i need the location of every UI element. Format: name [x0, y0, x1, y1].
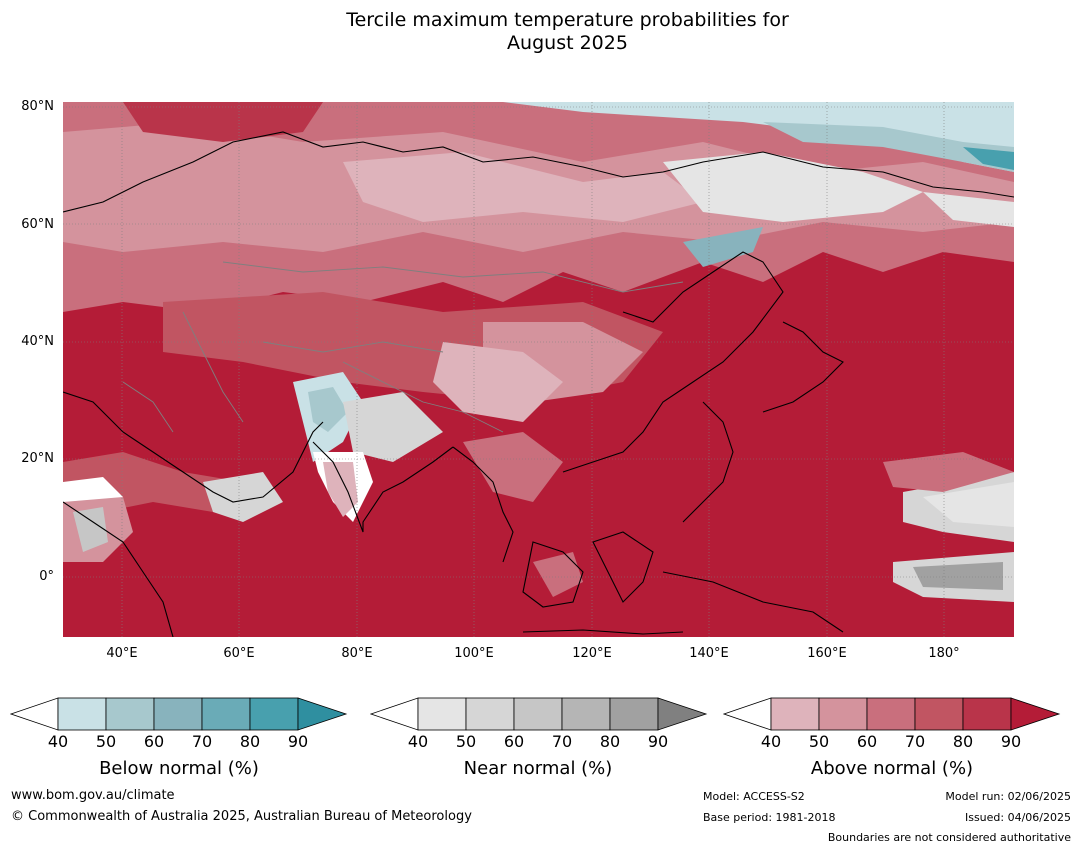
lat-label-0: 0°	[39, 569, 54, 584]
colorbar-extend-low	[10, 697, 59, 731]
lat-label-20n: 20°N	[21, 451, 54, 466]
colorbar-above-normal	[723, 697, 1061, 731]
region-india-near	[343, 392, 443, 462]
colorbar-below-normal	[10, 697, 348, 731]
colorbar-tick-label: 50	[95, 732, 117, 751]
lon-label-140e: 140°E	[689, 646, 729, 661]
colorbar-tick-label: 50	[808, 732, 830, 751]
colorbar-tick-label: 60	[143, 732, 165, 751]
region-nw-russia	[123, 102, 323, 142]
colorbar-extend-high	[657, 697, 708, 731]
region-pacific-near-2b	[913, 562, 1003, 590]
colorbar-segment	[153, 697, 203, 731]
footer-issued: Issued: 04/06/2025	[964, 811, 1071, 824]
footer-base-period: Base period: 1981-2018	[703, 811, 836, 824]
probability-map	[63, 102, 1014, 637]
lon-label-120e: 120°E	[572, 646, 612, 661]
lat-label-60n: 60°N	[21, 217, 54, 232]
map-svg	[63, 102, 1014, 637]
colorbar-segment	[465, 697, 515, 731]
lon-label-80e: 80°E	[341, 646, 373, 661]
footer-model-run: Model run: 02/06/2025	[945, 790, 1071, 803]
colorbar-segment	[105, 697, 155, 731]
colorbar-tick-label: 60	[856, 732, 878, 751]
colorbar-segment	[914, 697, 964, 731]
footer-copyright: © Commonwealth of Australia 2025, Austra…	[11, 809, 472, 824]
lat-label-40n: 40°N	[21, 334, 54, 349]
colorbar-segment	[561, 697, 611, 731]
title-line-1: Tercile maximum temperature probabilitie…	[346, 9, 789, 31]
colorbar-tick-label: 40	[47, 732, 69, 751]
colorbar-tick-label: 90	[647, 732, 669, 751]
colorbar-segment	[962, 697, 1012, 731]
chart-title: Tercile maximum temperature probabilitie…	[0, 9, 1081, 55]
lon-label-40e: 40°E	[106, 646, 138, 661]
colorbar-tick-label: 90	[287, 732, 309, 751]
colorbar-segment	[57, 697, 107, 731]
colorbar-segment	[201, 697, 251, 731]
lon-label-160e: 160°E	[807, 646, 847, 661]
region-tibet	[433, 342, 563, 422]
colorbar-near-title: Near normal (%)	[463, 758, 613, 779]
region-pacific-near-1b	[923, 482, 1014, 527]
region-east-siberia-near	[663, 152, 923, 222]
colorbar-segment	[249, 697, 299, 731]
colorbar-above-title: Above normal (%)	[810, 758, 974, 779]
region-arctic-below-3	[963, 147, 1014, 170]
region-arctic-below	[503, 102, 1014, 172]
colorbar-tick-label: 70	[904, 732, 926, 751]
colorbar-segment	[513, 697, 563, 731]
footer-model: Model: ACCESS-S2	[703, 790, 805, 803]
lon-label-100e: 100°E	[454, 646, 494, 661]
colorbar-tick-label: 70	[551, 732, 573, 751]
colorbar-tick-label: 40	[760, 732, 782, 751]
colorbar-segment	[417, 697, 467, 731]
footer-disclaimer: Boundaries are not considered authoritat…	[827, 831, 1071, 844]
region-arabian-sea-near	[203, 472, 283, 522]
colorbar-tick-label: 80	[952, 732, 974, 751]
region-okhotsk-below	[683, 227, 763, 267]
colorbar-tick-label: 50	[455, 732, 477, 751]
colorbar-segment	[609, 697, 659, 731]
region-india-above-light	[323, 462, 358, 517]
region-borneo	[533, 552, 583, 597]
region-pacific-mid	[883, 452, 1014, 492]
colorbar-tick-label: 40	[407, 732, 429, 751]
colorbar-below-title: Below normal (%)	[99, 758, 259, 779]
colorbar-segment	[818, 697, 868, 731]
region-pakistan-below-2	[308, 387, 348, 432]
region-kamchatka-near	[923, 192, 1014, 227]
colorbar-extend-low	[723, 697, 772, 731]
region-east-africa-near	[73, 507, 108, 552]
lon-label-60e: 60°E	[223, 646, 255, 661]
borders	[122, 261, 684, 433]
coastlines	[63, 131, 1014, 637]
colorbar-tick-label: 70	[191, 732, 213, 751]
title-line-2: August 2025	[507, 32, 628, 54]
colorbar-tick-label: 60	[503, 732, 525, 751]
footer-url: www.bom.gov.au/climate	[11, 788, 175, 803]
colorbar-tick-label: 80	[599, 732, 621, 751]
lat-label-80n: 80°N	[21, 99, 54, 114]
colorbar-segment	[770, 697, 820, 731]
region-indochina	[463, 432, 563, 502]
colorbar-tick-label: 80	[239, 732, 261, 751]
colorbar-extend-high	[1010, 697, 1061, 731]
colorbar-segment	[866, 697, 916, 731]
lon-label-180: 180°	[928, 646, 960, 661]
colorbar-extend-low	[370, 697, 419, 731]
colorbar-tick-label: 90	[1000, 732, 1022, 751]
region-central-siberia	[343, 152, 703, 222]
colorbar-extend-high	[297, 697, 348, 731]
region-arctic-below-2	[763, 122, 1014, 172]
colorbar-near-normal	[370, 697, 708, 731]
